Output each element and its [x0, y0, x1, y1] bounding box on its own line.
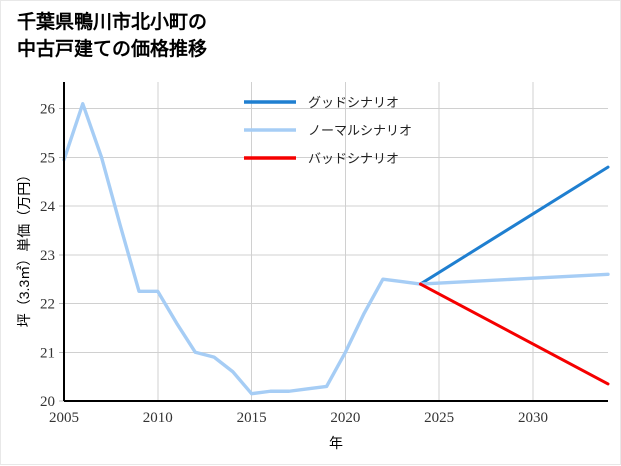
x-tick-label: 2005	[49, 410, 79, 426]
y-tick-label: 21	[40, 345, 55, 361]
x-tick-label: 2025	[424, 410, 454, 426]
legend-label: バッドシナリオ	[308, 151, 399, 166]
y-tick-label: 25	[40, 150, 55, 166]
x-axis-tick-labels: 2005 2010 2015 2020 2025 2030	[49, 410, 548, 426]
y-tick-label: 22	[40, 297, 55, 313]
legend-label: グッドシナリオ	[308, 95, 399, 110]
series-line	[62, 102, 610, 396]
x-tick-label: 2010	[143, 410, 173, 426]
y-axis-tick-labels: 20 21 22 23 24 25 26	[40, 102, 64, 410]
axis-lines	[62, 82, 608, 403]
legend-label: ノーマルシナリオ	[308, 123, 412, 138]
y-tick-label: 23	[40, 248, 55, 264]
page-title: 千葉県鴨川市北小町の 中古戸建ての価格推移	[17, 12, 208, 60]
x-axis-title: 年	[329, 435, 343, 451]
series-line	[418, 282, 610, 386]
y-tick-label: 24	[40, 199, 56, 215]
x-tick-label: 2015	[237, 410, 267, 426]
y-tick-label: 26	[40, 102, 56, 118]
y-axis-title: 坪（3.3㎡）単価（万円）	[16, 168, 32, 327]
y-tick-label: 20	[40, 394, 55, 410]
series-line	[418, 165, 610, 286]
data-series-group	[62, 102, 610, 396]
x-tick-label: 2030	[518, 410, 548, 426]
x-tick-label: 2020	[330, 410, 360, 426]
axis-titles: 年 坪（3.3㎡）単価（万円）	[16, 168, 343, 451]
